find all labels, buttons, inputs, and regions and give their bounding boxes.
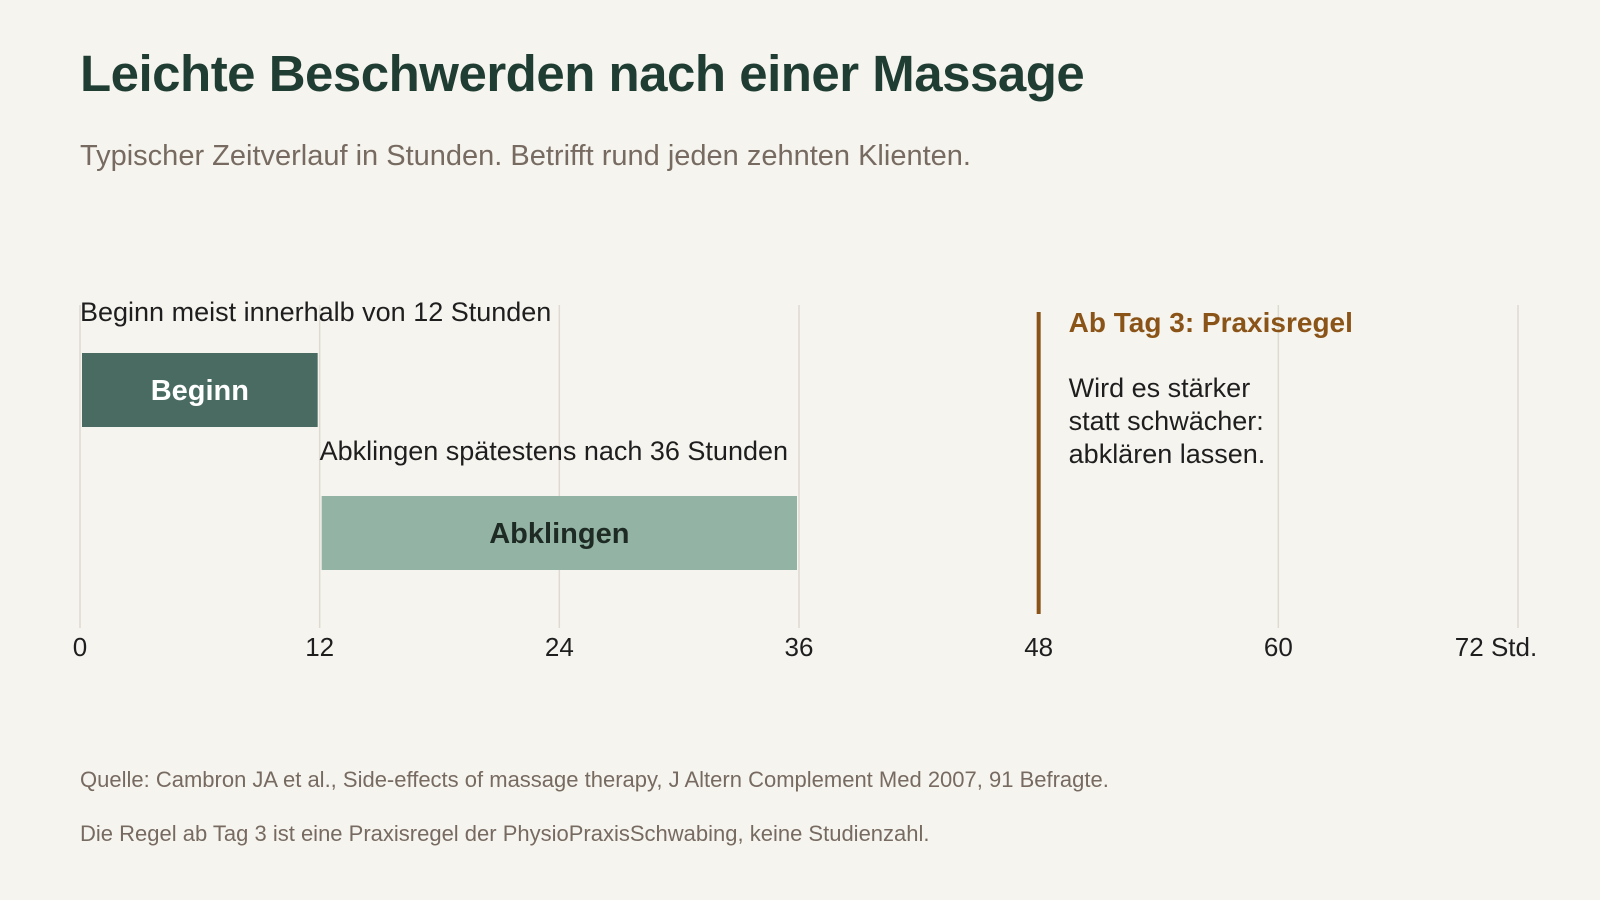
bar-label: Beginn [151,375,249,407]
reference-note-line: Wird es stärker [1069,373,1251,403]
bar [321,496,797,570]
x-tick-label: 72 Std. [1455,632,1537,662]
chart-subtitle: Typischer Zeitverlauf in Stunden. Betrif… [80,140,971,172]
bar-annotation: Beginn meist innerhalb von 12 Stunden [80,297,551,327]
reference-note-line: statt schwächer: [1069,406,1264,436]
x-tick-label: 24 [545,632,574,662]
source-footnote: Quelle: Cambron JA et al., Side-effects … [80,767,1109,792]
x-tick-label: 0 [73,632,87,662]
chart-title: Leichte Beschwerden nach einer Massage [80,45,1085,102]
reference-note-line: abklären lassen. [1069,439,1266,469]
x-tick-label: 60 [1264,632,1293,662]
bar [82,353,318,427]
bar-annotation: Abklingen spätestens nach 36 Stunden [320,436,788,466]
x-tick-label: 36 [785,632,814,662]
reference-title: Ab Tag 3: Praxisregel [1069,307,1353,338]
bar-label: Abklingen [489,518,629,550]
x-tick-label: 48 [1024,632,1053,662]
rule-footnote: Die Regel ab Tag 3 ist eine Praxisregel … [80,821,930,846]
x-tick-label: 12 [305,632,334,662]
